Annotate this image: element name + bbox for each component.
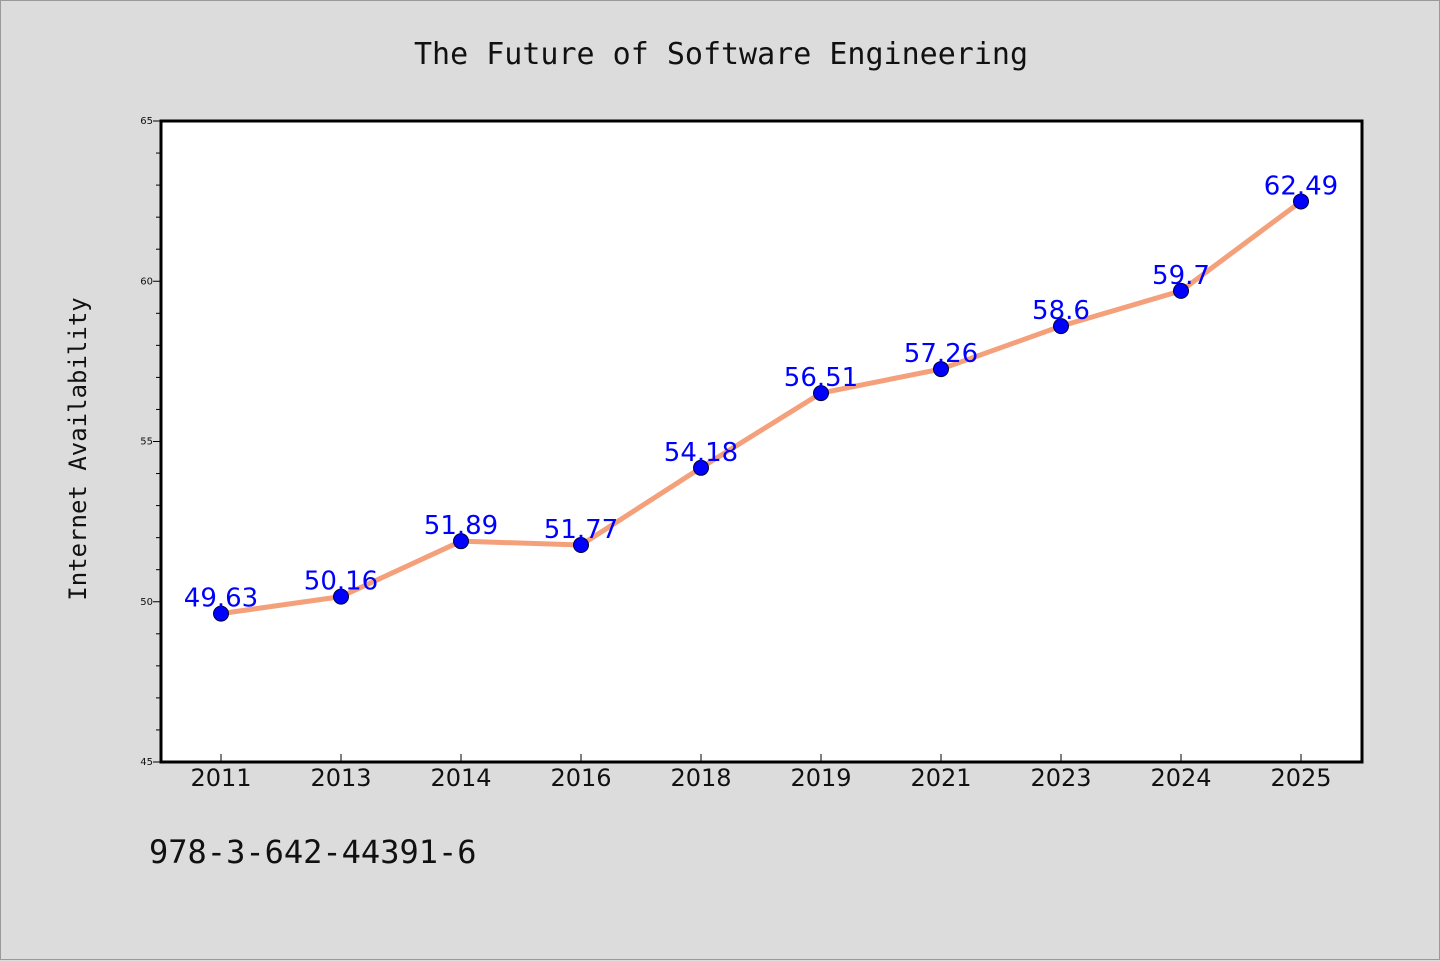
x-tick-label: 2014 <box>430 764 491 792</box>
x-tick-label: 2024 <box>1150 764 1211 792</box>
data-label: 50.16 <box>304 567 378 597</box>
y-tick-label: 65 <box>140 116 153 127</box>
x-tick-label: 2013 <box>310 764 371 792</box>
data-label: 51.77 <box>544 515 618 545</box>
data-point <box>213 605 229 622</box>
y-tick-label: 50 <box>140 597 153 608</box>
data-label: 57.26 <box>904 339 978 369</box>
data-point <box>1173 282 1189 299</box>
data-point <box>933 361 949 378</box>
data-point <box>453 533 469 550</box>
y-tick-label: 45 <box>140 757 153 768</box>
plot-area <box>159 119 1364 764</box>
x-tick-label: 2021 <box>910 764 971 792</box>
data-label: 62.49 <box>1264 171 1338 201</box>
x-tick-label: 2018 <box>670 764 731 792</box>
footer-code: 978-3-642-44391-6 <box>149 833 477 871</box>
data-point <box>333 588 349 605</box>
data-label: 51.89 <box>424 511 498 541</box>
data-label: 59.7 <box>1152 261 1210 291</box>
x-tick-label: 2019 <box>790 764 851 792</box>
x-tick-label: 2011 <box>190 764 251 792</box>
data-point <box>1293 193 1309 210</box>
data-label: 54.18 <box>664 438 738 468</box>
data-label: 56.51 <box>784 363 858 393</box>
chart-title: The Future of Software Engineering <box>414 37 1028 72</box>
x-tick-label: 2025 <box>1270 764 1331 792</box>
data-point <box>693 459 709 476</box>
y-tick-label: 55 <box>140 437 153 448</box>
data-point <box>813 385 829 402</box>
series-line <box>218 198 1304 617</box>
y-axis-label: Internet Availability <box>64 297 92 600</box>
data-label: 58.6 <box>1032 296 1090 326</box>
data-point <box>573 537 589 554</box>
x-tick-label: 2016 <box>550 764 611 792</box>
y-tick-label: 60 <box>140 276 153 287</box>
data-point <box>1053 318 1069 335</box>
x-tick-label: 2023 <box>1030 764 1091 792</box>
data-label: 49.63 <box>184 584 258 614</box>
